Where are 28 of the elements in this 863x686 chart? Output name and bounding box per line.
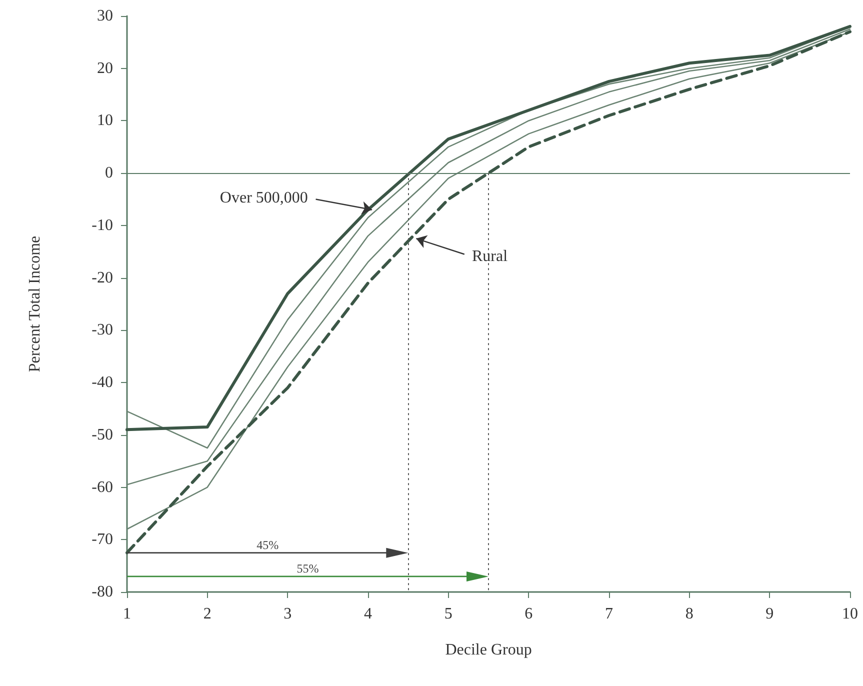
y-axis-title: Percent Total Income [26,236,44,372]
annotation: 55% [296,561,319,576]
y-tick-label: -80 [92,584,113,600]
y-tick-label: -60 [92,478,113,496]
x-tick-label: 2 [203,606,212,622]
y-tick-label: 30 [97,8,113,24]
annotation: 45% [256,538,279,552]
y-tick-label: -10 [92,216,113,234]
x-axis-title: Decile Group [445,642,532,658]
x-tick-label: 6 [524,606,533,622]
x-tick-label: 7 [605,606,613,622]
y-tick-label: -70 [92,531,113,548]
x-tick-label: 4 [364,606,372,622]
x-tick-label: 9 [766,606,774,622]
x-tick-label: 5 [444,606,452,622]
y-tick-label: -40 [92,374,113,392]
x-tick-label: 1 [123,606,131,622]
y-tick-label: 10 [97,112,113,130]
y-tick-label: -50 [92,426,113,444]
y-tick-label: -20 [92,269,113,286]
y-tick-label: 0 [105,164,113,182]
y-tick-label: 20 [97,60,113,77]
annotation: Rural [472,248,508,266]
x-tick-label: 3 [284,606,292,622]
x-tick-label: 10 [842,606,858,622]
y-tick-label: -30 [92,322,113,339]
x-tick-label: 8 [685,606,694,622]
annotation: Over 500,000 [220,189,308,206]
